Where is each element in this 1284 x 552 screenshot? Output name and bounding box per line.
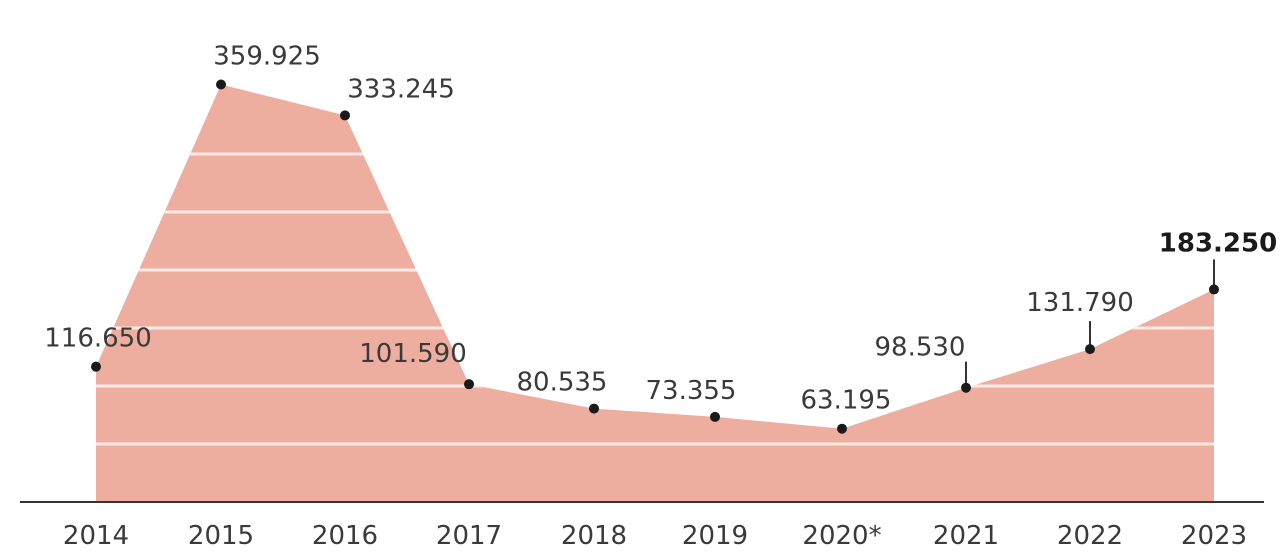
- x-tick-label: 2022: [1057, 521, 1123, 551]
- data-point-marker: [216, 79, 226, 90]
- label-leader-lines: [965, 259, 1215, 384]
- data-label: 183.250: [1159, 228, 1277, 258]
- x-tick-label: 2020*: [802, 521, 881, 551]
- data-label: 98.530: [875, 333, 966, 363]
- x-axis-ticks: 2014 2015 2016 2017 2018 2019 2020* 2021 2022 202…: [63, 521, 1247, 551]
- x-tick-label: 2018: [561, 521, 627, 551]
- data-labels: 116.650 359.925 333.245 101.590 80.535 73.355…: [44, 41, 1277, 415]
- data-label: 333.245: [347, 74, 455, 104]
- data-point-marker: [961, 382, 971, 393]
- x-tick-label: 2016: [312, 521, 378, 551]
- data-label: 359.925: [213, 41, 321, 71]
- x-tick-label: 2019: [682, 521, 748, 551]
- data-label: 73.355: [646, 376, 737, 406]
- x-tick-label: 2015: [188, 521, 254, 551]
- data-point-marker: [589, 403, 599, 414]
- data-label: 101.590: [359, 339, 467, 369]
- data-label: 63.195: [801, 386, 892, 416]
- x-tick-label: 2014: [63, 521, 129, 551]
- data-point-marker: [464, 379, 474, 390]
- data-point-marker: [340, 110, 350, 121]
- data-point-marker: [837, 423, 847, 434]
- data-markers: [91, 79, 1219, 434]
- x-tick-label: 2021: [933, 521, 999, 551]
- data-point-marker: [1085, 344, 1095, 355]
- x-tick-label: 2023: [1181, 521, 1247, 551]
- x-tick-label: 2017: [436, 521, 502, 551]
- area-series: [96, 84, 1214, 502]
- data-point-marker: [1209, 284, 1219, 295]
- data-point-marker: [710, 411, 720, 422]
- data-label: 131.790: [1026, 288, 1134, 318]
- data-label: 116.650: [44, 324, 152, 354]
- data-point-marker: [91, 361, 101, 372]
- data-label: 80.535: [517, 368, 608, 398]
